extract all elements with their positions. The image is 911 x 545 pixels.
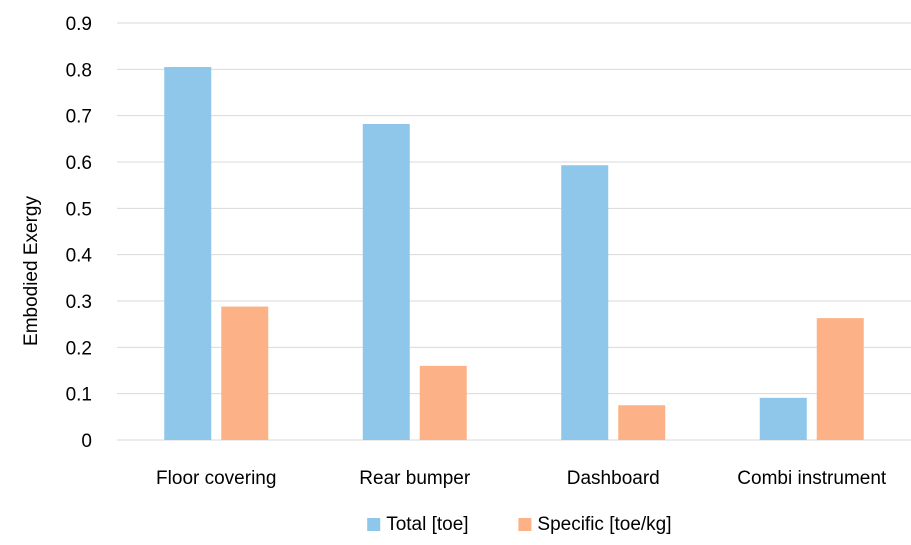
y-axis-ticks: 0 0.1 0.2 0.3 0.4 0.5 0.6 0.7 0.8 0.9 bbox=[66, 14, 93, 452]
legend-swatch-1 bbox=[518, 518, 532, 531]
y-tick-label: 0.1 bbox=[66, 385, 92, 406]
legend-label-1: Specific [toe/kg] bbox=[537, 514, 671, 535]
legend-swatch-0 bbox=[367, 518, 381, 531]
y-tick-label: 0.9 bbox=[66, 14, 92, 35]
bar-total-3 bbox=[759, 397, 807, 440]
x-category-label: Combi instrument bbox=[737, 468, 887, 489]
y-tick-label: 0.5 bbox=[66, 199, 92, 220]
y-tick-label: 0.4 bbox=[66, 246, 93, 267]
x-category-label: Rear bumper bbox=[359, 468, 471, 489]
x-axis-labels: Floor covering Rear bumper Dashboard Combi … bbox=[156, 468, 887, 489]
bar-total-0 bbox=[164, 67, 212, 441]
y-tick-label: 0 bbox=[81, 431, 92, 452]
legend: Total [toe] Specific [toe/kg] bbox=[367, 514, 672, 535]
bar-specific-2 bbox=[618, 405, 666, 440]
y-tick-label: 0.8 bbox=[66, 60, 92, 81]
x-category-label: Floor covering bbox=[156, 468, 276, 489]
bar-specific-1 bbox=[419, 365, 467, 440]
y-tick-label: 0.2 bbox=[66, 338, 92, 359]
bar-total-2 bbox=[561, 165, 609, 440]
x-category-label: Dashboard bbox=[567, 468, 660, 489]
bar-specific-3 bbox=[816, 318, 864, 440]
bar-total-1 bbox=[362, 124, 410, 441]
y-axis-title: Embodied Exergy bbox=[21, 196, 42, 346]
y-tick-label: 0.6 bbox=[66, 153, 92, 174]
y-tick-label: 0.3 bbox=[66, 292, 92, 313]
legend-label-0: Total [toe] bbox=[386, 514, 468, 535]
bars bbox=[164, 67, 864, 441]
bar-specific-0 bbox=[221, 306, 269, 440]
y-tick-label: 0.7 bbox=[66, 107, 92, 128]
